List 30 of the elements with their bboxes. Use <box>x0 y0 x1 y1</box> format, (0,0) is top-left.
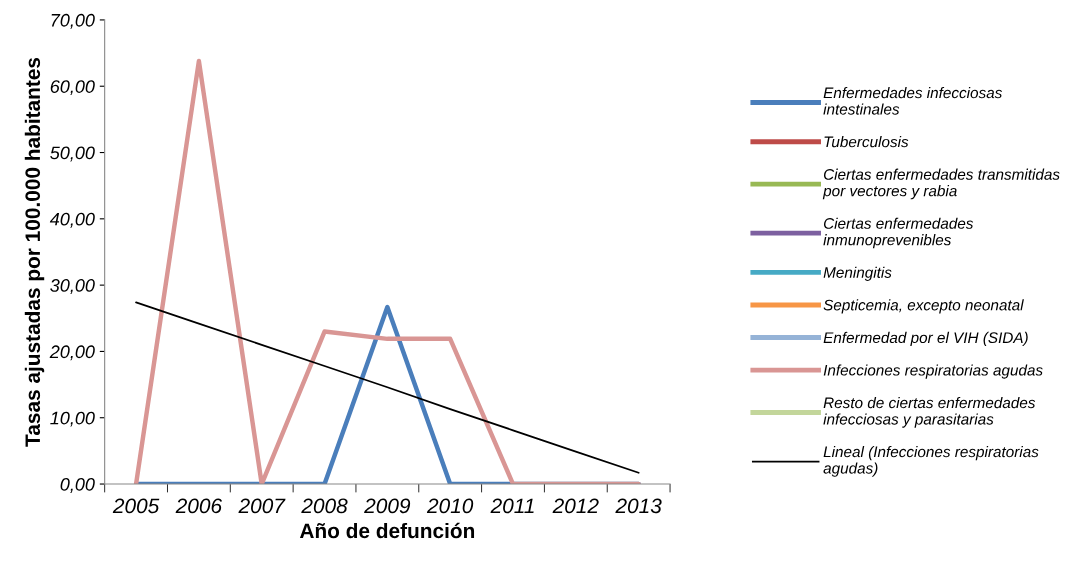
x-tick-label: 2005 <box>112 498 160 514</box>
y-tick-label: 50,00 <box>50 146 95 162</box>
y-tick-label: 30,00 <box>50 279 95 294</box>
y-tick-label: 60,00 <box>50 80 95 96</box>
x-tick-label: 2007 <box>238 498 286 514</box>
x-tick-label: 2011 <box>490 498 534 514</box>
y-axis-title: Tasas ajustadas por 100.000 habitantes <box>24 57 45 447</box>
legend-label: Tuberculosis <box>824 136 909 148</box>
legend-label: Infecciones respiratorias agudas <box>823 364 1043 379</box>
x-tick-label: 2006 <box>175 498 223 514</box>
y-tick-label: 40,00 <box>49 212 95 228</box>
legend-label: Lineal (Infecciones respiratorias agudas) <box>823 446 1039 477</box>
x-tick-label: 2009 <box>364 498 411 514</box>
y-tick-label: 0,00 <box>60 477 95 493</box>
y-tick-label: 70,00 <box>51 13 95 29</box>
x-axis-title: Año de defunción <box>299 522 475 539</box>
y-tick-label: 10,00 <box>50 411 95 427</box>
legend-label: Septicemia, excepto neonatal <box>823 299 1024 314</box>
legend-label: Ciertas enfermedades inmunoprevenibles <box>823 217 974 249</box>
line-series <box>133 58 641 485</box>
legend-label: Resto de ciertas enfermedades infecciosas y parasitarias <box>823 396 1036 428</box>
x-tick-label: 2012 <box>552 498 599 514</box>
y-tick-label: 20,00 <box>49 345 95 361</box>
legend-label: Enfermedad por el VIH (SIDA) <box>823 331 1028 347</box>
legend-label: Ciertas enfermedades transmitidas por vectores y rabia <box>822 168 1060 200</box>
legend-label: Enfermedades infecciosas intestinales <box>823 87 1003 115</box>
x-tick-label: 2010 <box>426 498 474 514</box>
x-tick-label: 2008 <box>301 498 348 514</box>
x-tick-label: 2013 <box>615 498 662 514</box>
legend-label: Meningitis <box>823 266 892 281</box>
